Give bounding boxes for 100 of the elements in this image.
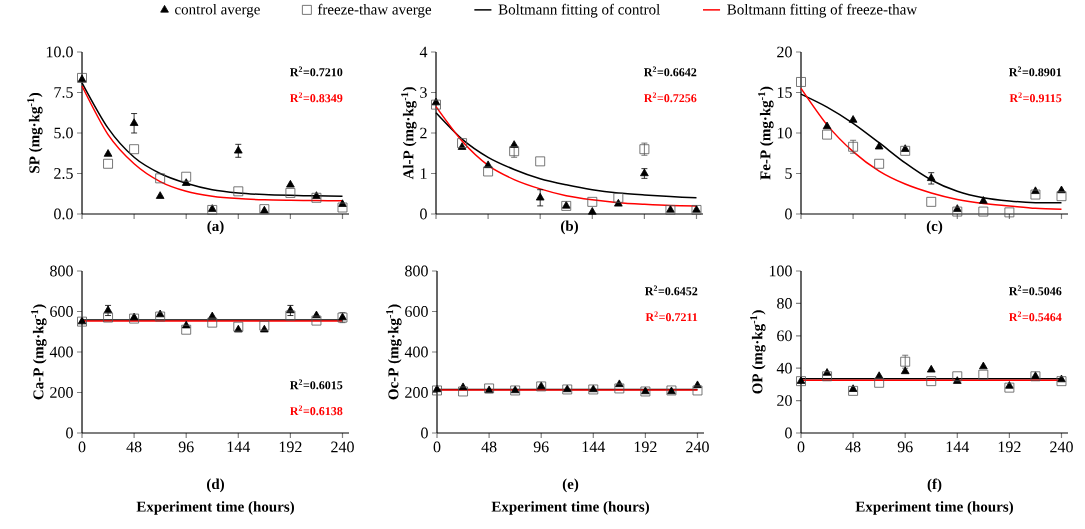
y-axis-title: Fe-P (mg·kg$^{-1}$) [758, 86, 774, 180]
x-tick-label: 48 [126, 441, 142, 453]
point [129, 118, 139, 126]
annotation: R$^{2}$=0.6642 [644, 66, 697, 77]
y-axis-title: OP (mg·kg$^{-1}$) [750, 310, 766, 394]
y-tick-label: 0 [420, 208, 427, 220]
point [311, 315, 322, 326]
y-tick-label: 7.5 [54, 87, 73, 98]
y-tick-label: 10.0 [46, 46, 73, 58]
x-axis-title: Experiment time (hours) [491, 501, 649, 515]
point [181, 324, 192, 335]
point [155, 173, 166, 184]
y-tick-label: 400 [404, 346, 428, 358]
x-tick-label: 144 [227, 441, 251, 453]
annotation: R$^{2}$=0.8901 [1009, 66, 1062, 77]
point [1030, 189, 1041, 200]
y-tick-label: 3 [420, 87, 427, 98]
point [103, 149, 113, 157]
point [1056, 376, 1067, 387]
x-tick-label: 96 [178, 441, 194, 453]
annotation: R$^{2}$=0.5046 [1009, 285, 1062, 296]
point [103, 158, 113, 169]
point [233, 186, 244, 197]
point [207, 317, 218, 328]
point [103, 312, 113, 323]
point [1004, 207, 1015, 218]
y-tick-label: 20 [777, 395, 792, 406]
y-tick-label: 200 [405, 387, 428, 398]
point [822, 129, 832, 140]
annotation: R$^{2}$=0.6015 [290, 379, 343, 390]
x-tick-label: 240 [686, 441, 709, 453]
point [952, 206, 963, 217]
point [900, 366, 910, 375]
legend-label: freeze-thaw averge [317, 3, 432, 18]
annotation: R$^{2}$=0.7210 [290, 66, 343, 77]
y-tick-label: 10 [777, 127, 792, 139]
y-tick-label: 0 [785, 427, 792, 439]
y-tick-label: 0 [66, 427, 73, 439]
point [822, 371, 832, 382]
y-tick-label: 5.0 [54, 127, 73, 139]
x-tick-label: 144 [582, 441, 606, 453]
point [311, 192, 322, 203]
point [285, 310, 296, 321]
point [796, 77, 806, 87]
point [337, 202, 348, 213]
point [155, 191, 165, 199]
y-axis-title: Al-P (mg·kg$^{-1}$) [401, 87, 417, 180]
point [952, 371, 963, 382]
y-tick-label: 600 [50, 306, 73, 317]
y-tick-label: 0 [421, 427, 428, 439]
point [588, 207, 597, 215]
point [900, 144, 910, 152]
text: (f) [927, 478, 942, 493]
point [848, 115, 858, 123]
point [1057, 374, 1066, 383]
y-tick-label: 0.0 [54, 208, 73, 220]
x-tick-label: 240 [1050, 441, 1073, 453]
x-tick-label: 0 [797, 441, 805, 453]
x-tick-label: 48 [845, 441, 861, 453]
y-tick-label: 60 [777, 330, 792, 342]
x-axis-title: Experiment time (hours) [855, 501, 1013, 515]
point [822, 121, 832, 130]
annotation: R$^{2}$=0.9115 [1009, 92, 1062, 103]
y-tick-label: 20 [777, 46, 792, 58]
point [285, 188, 296, 198]
point [978, 369, 989, 380]
legend-label: Boltmann fitting of control [498, 3, 660, 18]
text: (c) [926, 220, 943, 235]
point [483, 166, 493, 177]
point [926, 173, 936, 181]
point [181, 171, 192, 182]
x-tick-label: 0 [78, 441, 86, 453]
x-tick-label: 192 [279, 441, 302, 453]
point [181, 178, 191, 186]
point [979, 361, 988, 370]
point [926, 364, 936, 373]
point [926, 376, 937, 387]
point [848, 384, 858, 392]
point [874, 141, 884, 150]
point [848, 385, 858, 396]
y-tick-label: 40 [776, 362, 792, 374]
point [1004, 382, 1015, 393]
y-tick-label: 800 [405, 265, 428, 277]
x-tick-label: 48 [481, 441, 497, 453]
y-tick-label: 80 [777, 298, 792, 309]
point [234, 145, 243, 154]
x-tick-label: 192 [998, 441, 1021, 453]
y-tick-label: 800 [50, 265, 73, 277]
legend-label: control averge [175, 3, 260, 18]
y-tick-label: 5 [785, 168, 792, 179]
point [587, 196, 598, 207]
x-tick-label: 96 [897, 441, 913, 453]
point [979, 196, 988, 204]
y-tick-label: 0 [785, 208, 792, 220]
y-tick-label: 2.5 [54, 168, 73, 179]
y-axis-title: Ca-P (mg·kg$^{-1}$) [31, 304, 47, 400]
point [874, 377, 885, 388]
text: (b) [561, 220, 578, 235]
y-tick-label: 15 [777, 87, 792, 98]
y-tick-label: 600 [405, 306, 428, 317]
